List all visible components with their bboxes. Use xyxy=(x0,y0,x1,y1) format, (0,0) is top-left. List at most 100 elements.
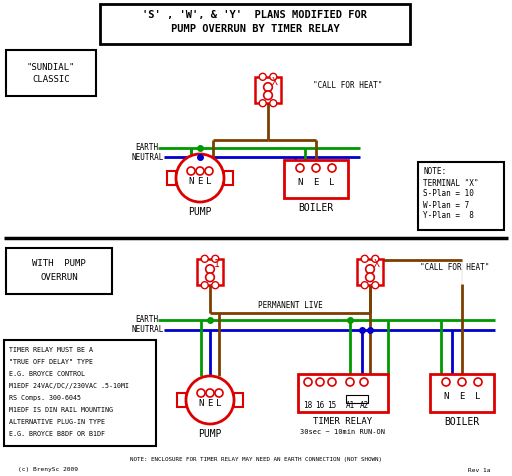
Bar xyxy=(177,393,186,407)
Circle shape xyxy=(187,167,195,175)
Circle shape xyxy=(328,378,336,386)
Circle shape xyxy=(176,154,224,202)
Circle shape xyxy=(201,282,208,289)
Text: TIMER RELAY MUST BE A: TIMER RELAY MUST BE A xyxy=(9,347,93,353)
Text: NEUTRAL: NEUTRAL xyxy=(132,326,164,335)
Bar xyxy=(357,259,383,285)
Circle shape xyxy=(264,83,272,91)
Text: 30sec ~ 10min RUN-ON: 30sec ~ 10min RUN-ON xyxy=(301,429,386,435)
Text: PERMANENT LIVE: PERMANENT LIVE xyxy=(258,301,323,310)
Text: ALTERNATIVE PLUG-IN TYPE: ALTERNATIVE PLUG-IN TYPE xyxy=(9,419,105,425)
Circle shape xyxy=(442,378,450,386)
Text: A1: A1 xyxy=(346,400,355,409)
Text: TIMER RELAY: TIMER RELAY xyxy=(313,417,373,426)
Bar xyxy=(6,50,96,96)
Circle shape xyxy=(264,91,272,99)
Bar xyxy=(197,259,223,285)
Text: PUMP OVERRUN BY TIMER RELAY: PUMP OVERRUN BY TIMER RELAY xyxy=(170,24,339,34)
Circle shape xyxy=(206,265,215,273)
Text: NEUTRAL: NEUTRAL xyxy=(132,152,164,161)
Bar xyxy=(346,395,368,403)
Text: M1EDF IS DIN RAIL MOUNTING: M1EDF IS DIN RAIL MOUNTING xyxy=(9,407,113,413)
Text: S-Plan = 10: S-Plan = 10 xyxy=(423,189,474,198)
Text: EARTH: EARTH xyxy=(135,316,158,325)
Circle shape xyxy=(361,282,368,289)
Text: L: L xyxy=(206,178,211,187)
Bar xyxy=(4,340,156,446)
Circle shape xyxy=(458,378,466,386)
Text: RS Comps. 300-6045: RS Comps. 300-6045 xyxy=(9,395,81,401)
Bar xyxy=(418,162,504,230)
Circle shape xyxy=(197,389,205,397)
Text: X: X xyxy=(272,77,278,87)
Circle shape xyxy=(361,255,368,262)
Bar xyxy=(167,171,176,185)
Text: "CALL FOR HEAT": "CALL FOR HEAT" xyxy=(313,80,382,89)
Text: "SUNDIAL": "SUNDIAL" xyxy=(27,62,75,71)
Bar xyxy=(430,374,494,412)
Circle shape xyxy=(296,164,304,172)
Text: BOILER: BOILER xyxy=(444,417,480,427)
Text: CLASSIC: CLASSIC xyxy=(32,76,70,85)
Text: 15: 15 xyxy=(327,400,336,409)
Circle shape xyxy=(316,378,324,386)
Bar xyxy=(298,374,388,412)
Text: 'S' , 'W', & 'Y'  PLANS MODIFIED FOR: 'S' , 'W', & 'Y' PLANS MODIFIED FOR xyxy=(142,10,368,20)
Circle shape xyxy=(186,376,234,424)
Circle shape xyxy=(212,282,219,289)
Text: PUMP: PUMP xyxy=(198,429,222,439)
Text: L: L xyxy=(475,392,481,401)
Text: X: X xyxy=(374,259,380,269)
Circle shape xyxy=(196,167,204,175)
Text: E.G. BROYCE CONTROL: E.G. BROYCE CONTROL xyxy=(9,371,85,377)
Circle shape xyxy=(215,389,223,397)
Text: 16: 16 xyxy=(315,400,325,409)
Bar xyxy=(6,248,112,294)
Text: PUMP: PUMP xyxy=(188,207,212,217)
Bar xyxy=(234,393,243,407)
Text: M1EDF 24VAC/DC//230VAC .5-10MI: M1EDF 24VAC/DC//230VAC .5-10MI xyxy=(9,383,129,389)
Bar xyxy=(255,77,281,103)
Text: "CALL FOR HEAT": "CALL FOR HEAT" xyxy=(420,262,489,271)
Bar xyxy=(224,171,233,185)
Bar xyxy=(100,4,410,44)
Circle shape xyxy=(346,378,354,386)
Text: 1: 1 xyxy=(214,259,220,269)
Text: E: E xyxy=(207,399,212,408)
Text: Y-Plan =  8: Y-Plan = 8 xyxy=(423,211,474,220)
Text: E.G. BROYCE B8DF OR B1DF: E.G. BROYCE B8DF OR B1DF xyxy=(9,431,105,437)
Text: A2: A2 xyxy=(359,400,369,409)
Circle shape xyxy=(304,378,312,386)
Text: W-Plan = 7: W-Plan = 7 xyxy=(423,200,470,209)
Bar xyxy=(284,160,348,198)
Text: N: N xyxy=(188,178,194,187)
Text: BOILER: BOILER xyxy=(298,203,334,213)
Text: EARTH: EARTH xyxy=(135,143,158,152)
Circle shape xyxy=(270,73,277,80)
Text: OVERRUN: OVERRUN xyxy=(40,272,78,281)
Text: "TRUE OFF DELAY" TYPE: "TRUE OFF DELAY" TYPE xyxy=(9,359,93,365)
Text: N: N xyxy=(297,178,303,187)
Text: WITH  PUMP: WITH PUMP xyxy=(32,258,86,268)
Text: (c) BrenySc 2009: (c) BrenySc 2009 xyxy=(18,467,78,473)
Circle shape xyxy=(366,273,374,282)
Circle shape xyxy=(212,255,219,262)
Circle shape xyxy=(372,282,379,289)
Text: NOTE: ENCLOSURE FOR TIMER RELAY MAY NEED AN EARTH CONNECTION (NOT SHOWN): NOTE: ENCLOSURE FOR TIMER RELAY MAY NEED… xyxy=(130,457,382,463)
Text: E: E xyxy=(459,392,465,401)
Text: E: E xyxy=(313,178,318,187)
Circle shape xyxy=(206,389,214,397)
Circle shape xyxy=(366,265,374,273)
Text: Rev 1a: Rev 1a xyxy=(468,467,490,473)
Circle shape xyxy=(360,378,368,386)
Text: L: L xyxy=(216,399,222,408)
Circle shape xyxy=(259,73,266,80)
Circle shape xyxy=(206,273,215,282)
Text: E: E xyxy=(197,178,203,187)
Circle shape xyxy=(328,164,336,172)
Circle shape xyxy=(312,164,320,172)
Circle shape xyxy=(372,255,379,262)
Circle shape xyxy=(205,167,213,175)
Circle shape xyxy=(201,255,208,262)
Circle shape xyxy=(270,99,277,107)
